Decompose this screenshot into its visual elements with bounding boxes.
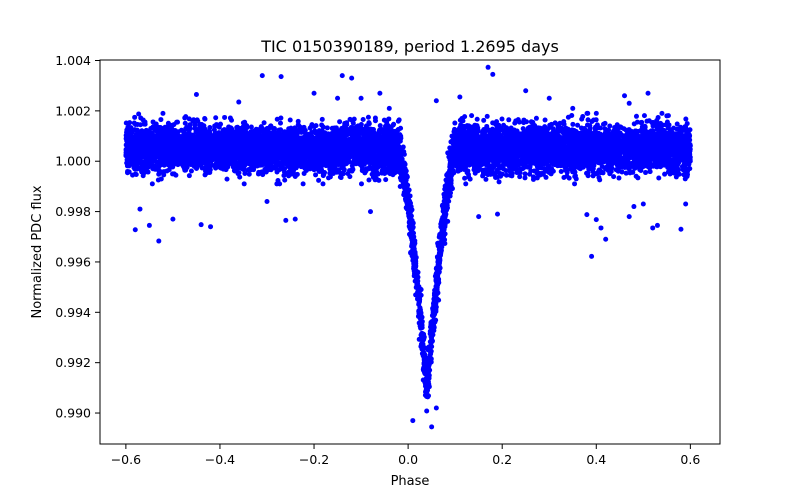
data-point	[517, 174, 523, 180]
data-point	[274, 116, 280, 122]
data-point	[499, 116, 505, 122]
data-point	[572, 169, 578, 175]
data-point	[358, 122, 364, 128]
data-point	[647, 169, 653, 175]
data-point	[248, 124, 254, 130]
data-point	[226, 124, 232, 130]
data-point	[481, 117, 487, 123]
data-point	[542, 117, 548, 123]
data-point	[324, 125, 330, 131]
data-point	[188, 168, 194, 174]
data-point	[469, 113, 475, 119]
data-point	[543, 174, 549, 180]
data-point	[281, 173, 287, 179]
data-point	[579, 116, 585, 122]
data-point	[246, 171, 252, 177]
data-point	[261, 120, 267, 126]
data-point	[483, 176, 489, 182]
data-point	[365, 114, 371, 120]
data-point	[530, 174, 536, 180]
data-point	[589, 118, 595, 124]
data-point	[598, 170, 604, 176]
data-point	[484, 113, 490, 119]
data-point	[182, 120, 188, 126]
data-point	[245, 167, 251, 173]
data-point	[300, 181, 306, 187]
data-point	[395, 118, 401, 124]
data-point	[316, 177, 322, 183]
data-point	[480, 172, 486, 178]
data-point	[277, 181, 283, 187]
data-point	[278, 120, 283, 126]
data-point	[570, 121, 576, 127]
data-point	[241, 181, 247, 187]
data-point	[313, 172, 319, 178]
data-point	[679, 164, 685, 170]
data-point	[132, 171, 138, 177]
data-point	[358, 181, 364, 187]
data-point	[224, 176, 230, 182]
data-point	[327, 174, 333, 180]
data-point	[424, 408, 430, 414]
data-point	[496, 179, 502, 185]
data-point	[213, 115, 219, 121]
data-point	[561, 175, 567, 181]
data-point	[572, 181, 578, 187]
data-point	[320, 181, 326, 187]
data-point	[503, 172, 509, 178]
data-point	[282, 177, 288, 183]
data-point	[132, 114, 138, 120]
data-point	[360, 117, 366, 123]
data-point	[528, 168, 534, 174]
data-point	[542, 124, 548, 130]
data-point	[659, 110, 665, 116]
data-point	[593, 117, 599, 123]
data-point	[366, 177, 372, 183]
data-point	[377, 123, 383, 129]
data-point	[230, 164, 236, 170]
scatter-points	[123, 64, 693, 430]
data-point	[506, 117, 512, 123]
data-point	[597, 125, 603, 131]
data-point	[533, 115, 539, 121]
data-point	[136, 111, 142, 117]
data-point	[452, 120, 458, 126]
data-point	[229, 117, 235, 123]
